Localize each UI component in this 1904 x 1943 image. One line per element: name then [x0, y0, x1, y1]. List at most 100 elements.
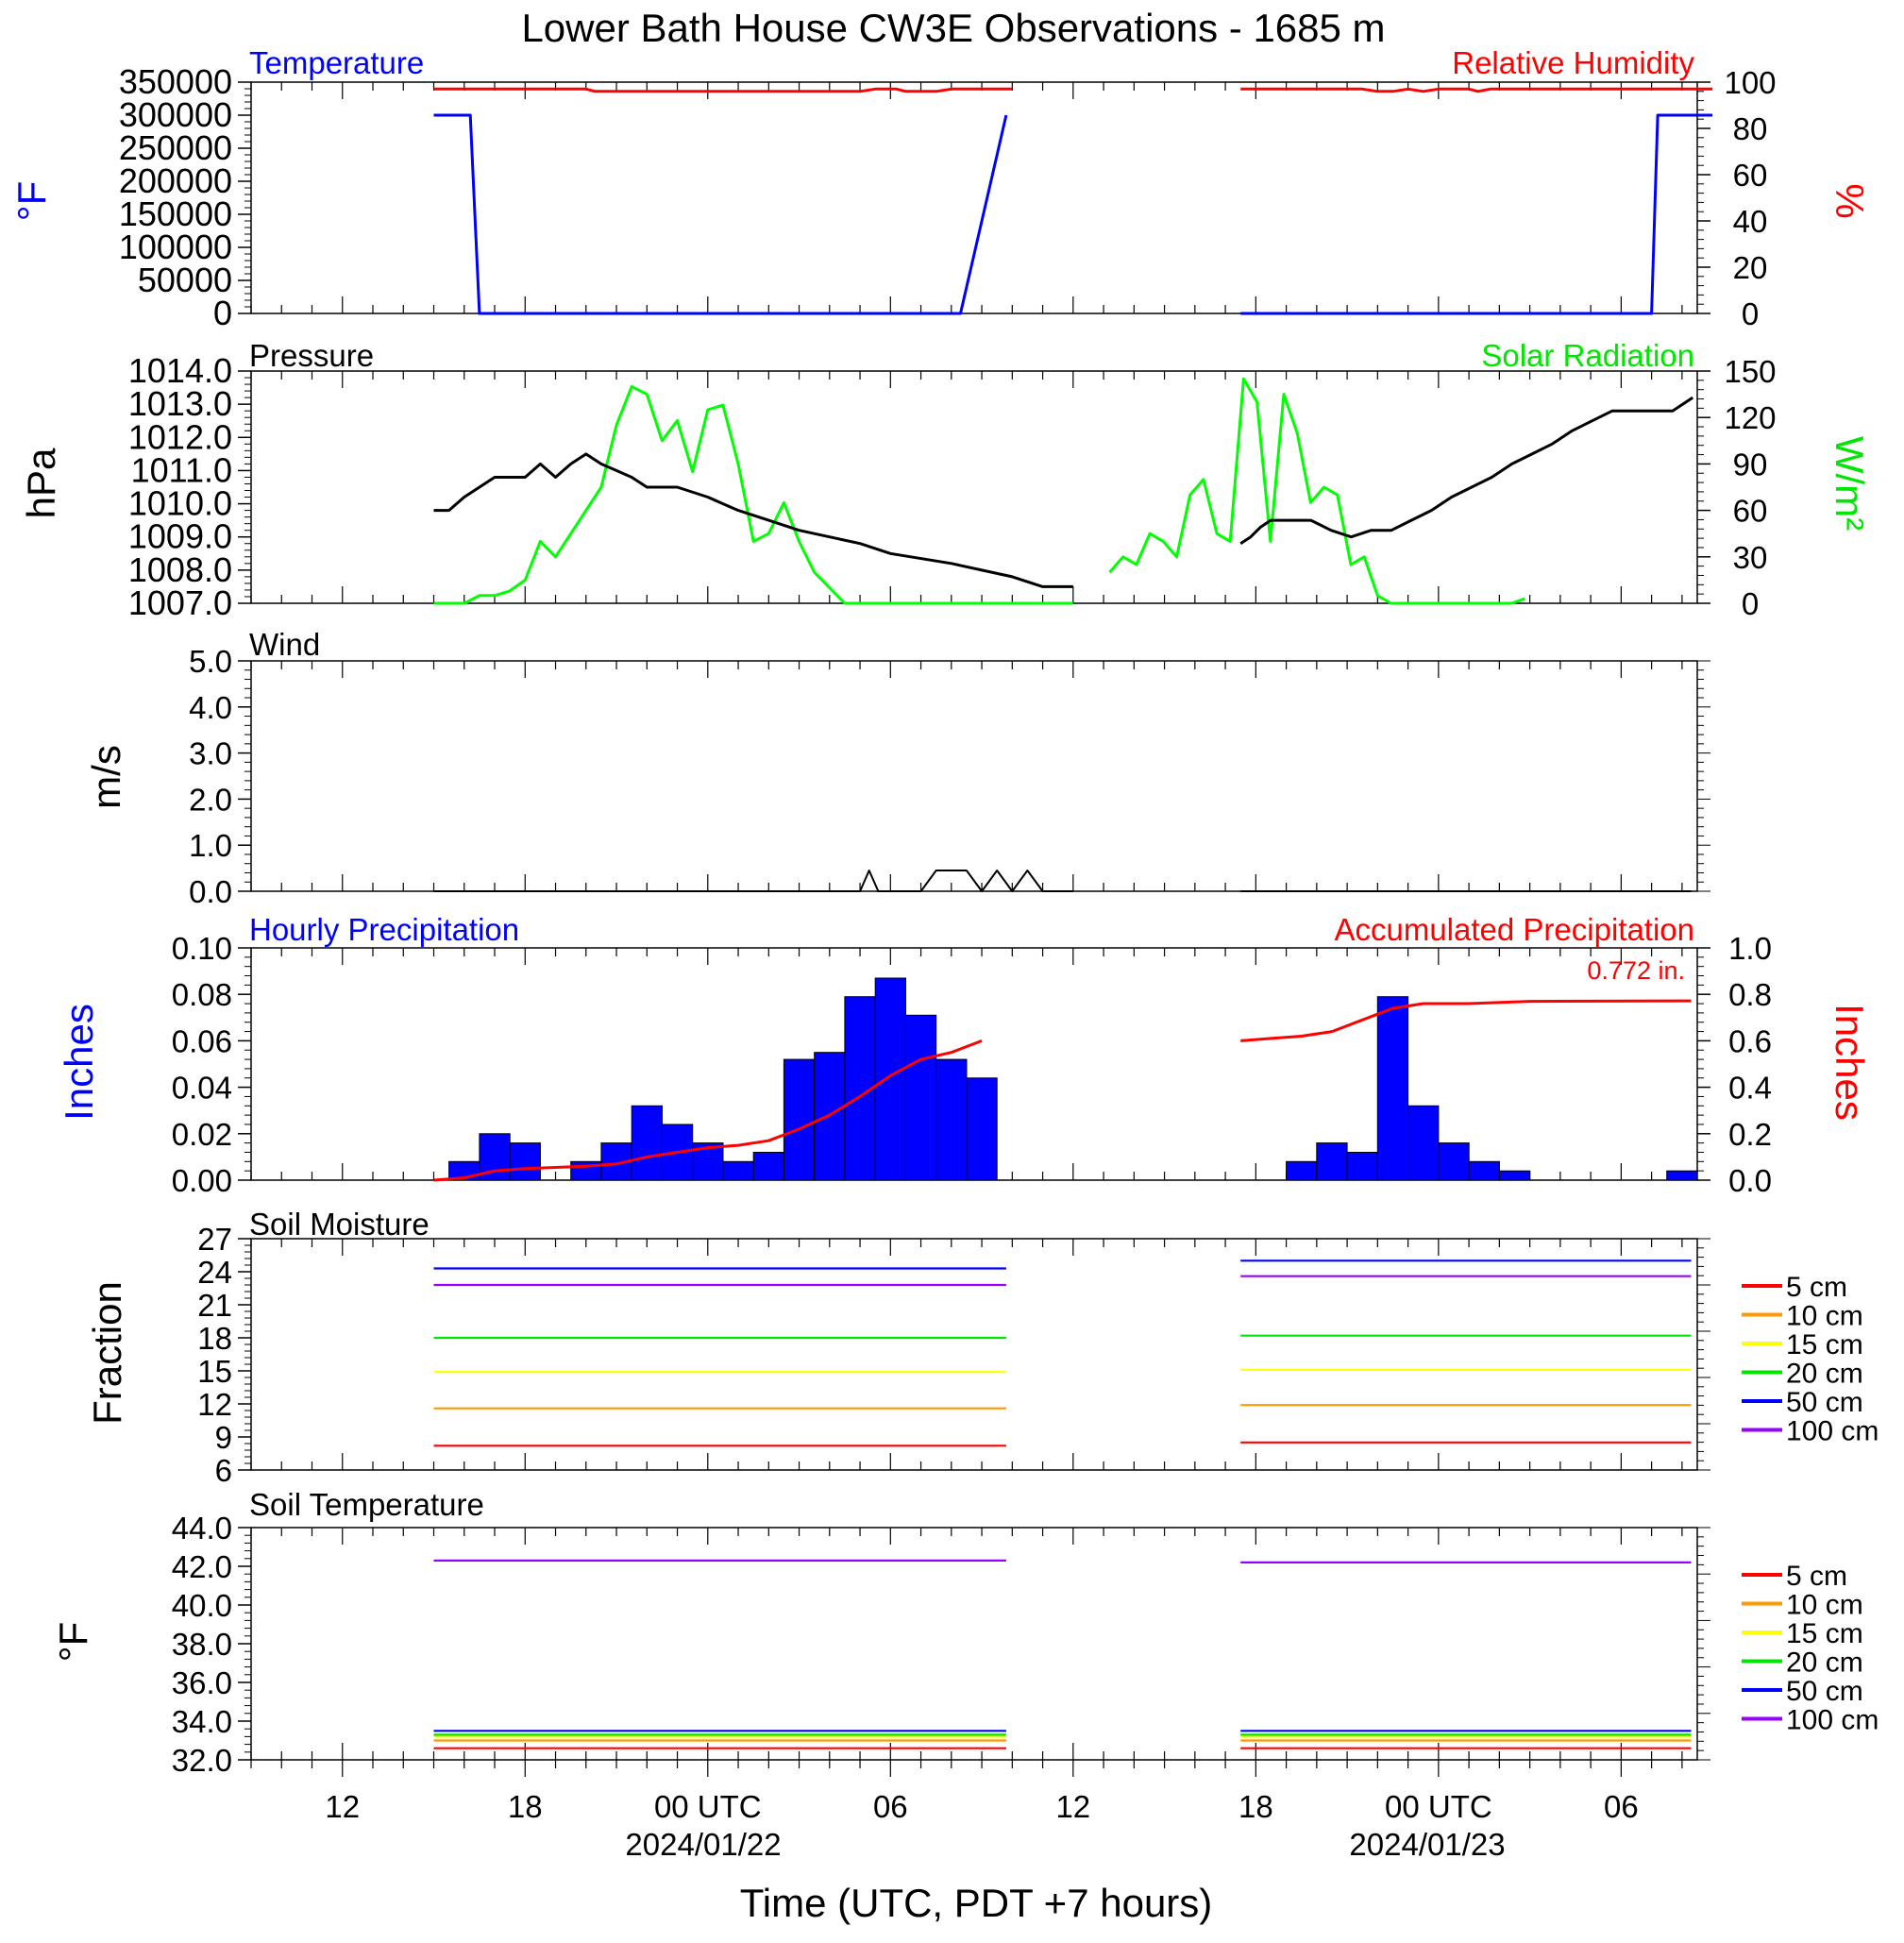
precip-left-unit-label: Inches — [57, 1004, 101, 1121]
soil-moisture-unit-label: Fraction — [85, 1281, 129, 1425]
soil_moisture-left-tick-label: 24 — [197, 1255, 232, 1290]
accumulated-precip-line — [1240, 999, 1692, 1042]
precip-right-tick-label: 0.6 — [1728, 1023, 1772, 1058]
temp_rh-left-tick-label: 0 — [213, 294, 232, 332]
pressure_solar-left-tick-label: 1012.0 — [128, 417, 232, 456]
soil-temp-title: Soil Temperature — [249, 1487, 484, 1522]
date-label-1: 2024/01/22 — [625, 1827, 781, 1862]
rh-unit-label: % — [1828, 183, 1872, 218]
precip-right-tick-label: 0.8 — [1728, 977, 1772, 1012]
pressure_solar-right-tick-label: 30 — [1733, 540, 1768, 575]
accumulated-precip-line — [433, 1039, 983, 1182]
x-axis-tick-label: 06 — [873, 1789, 908, 1824]
pressure_solar-left-tick-label: 1011.0 — [131, 450, 232, 489]
x-axis-tick-label: 06 — [1604, 1789, 1639, 1824]
soil_temp-left-tick-label: 32.0 — [172, 1743, 232, 1778]
date-label-2: 2024/01/23 — [1349, 1827, 1505, 1862]
solar-series-line — [1108, 377, 1525, 605]
soil-temp-unit-label: °F — [51, 1622, 95, 1662]
solar-series-line — [433, 384, 1073, 605]
chart-title: Lower Bath House CW3E Observations - 168… — [521, 6, 1385, 50]
pressure_solar-left-tick-label: 1014.0 — [128, 351, 232, 390]
solar-unit-label: W/m² — [1828, 436, 1872, 531]
x-axis-tick-label: 12 — [325, 1789, 360, 1824]
accum-precip-title: Accumulated Precipitation — [1334, 912, 1694, 947]
x-axis-tick-label: 18 — [1238, 1789, 1273, 1824]
precip-bar — [904, 1014, 937, 1181]
x-axis-tick-label: 00 UTC — [1385, 1789, 1492, 1824]
soil_moisture-left-tick-label: 15 — [197, 1354, 232, 1389]
pressure_solar-left-tick-label: 1007.0 — [128, 583, 232, 622]
precip-bar — [1666, 1170, 1698, 1181]
precip-bar — [509, 1142, 541, 1181]
pressure-title: Pressure — [249, 338, 374, 373]
panel-labels: Temperature Relative Humidity Pressure S… — [249, 45, 1694, 1522]
soil_temp-left-tick-label: 44.0 — [172, 1511, 232, 1546]
temp_rh-left-tick-label: 250000 — [119, 128, 232, 167]
pressure-series-line — [1239, 396, 1694, 545]
precip-bar — [1498, 1170, 1531, 1181]
unit-labels: °F % hPa W/m² m/s Inches Inches Fraction… — [9, 181, 1872, 1662]
soil-moisture-legend-label: 15 cm — [1786, 1329, 1863, 1360]
temperature-series-line — [1240, 113, 1713, 315]
precip-bar — [1376, 996, 1409, 1181]
wind-left-tick-label: 4.0 — [189, 690, 232, 725]
soil_temp-left-tick-label: 42.0 — [172, 1549, 232, 1584]
wind-left-tick-label: 5.0 — [189, 644, 232, 679]
precip-left-tick-label: 0.06 — [172, 1023, 232, 1058]
precip-right-tick-label: 0.2 — [1728, 1117, 1772, 1152]
precip-bar — [1468, 1160, 1500, 1181]
precip-bar — [966, 1077, 998, 1181]
precip-left-tick-label: 0.08 — [172, 977, 232, 1012]
soil-temp-legend-label: 50 cm — [1786, 1676, 1863, 1707]
soil_moisture-left-tick-label: 6 — [215, 1453, 232, 1488]
soil_temp-left-tick-label: 40.0 — [172, 1588, 232, 1623]
temp_rh-left-tick-label: 50000 — [138, 261, 232, 299]
temp_rh-right-tick-label: 100 — [1724, 65, 1776, 100]
x-axis-title: Time (UTC, PDT +7 hours) — [740, 1881, 1213, 1925]
soil_moisture-left-tick-label: 21 — [197, 1288, 232, 1323]
precip-bar — [935, 1058, 968, 1181]
soil-moisture-legend-label: 50 cm — [1786, 1387, 1863, 1418]
precip-left-tick-label: 0.00 — [172, 1163, 232, 1198]
precip-bar — [1316, 1142, 1348, 1181]
pressure_solar-left-tick-label: 1008.0 — [128, 550, 232, 589]
pressure_solar-left-tick-label: 1010.0 — [128, 484, 232, 523]
x-axis-tick-label: 00 UTC — [654, 1789, 762, 1824]
temp_rh-left-tick-label: 100000 — [119, 228, 232, 266]
precip-bar — [874, 977, 907, 1181]
temp_rh-right-tick-label: 40 — [1733, 204, 1768, 239]
soil_temp-left-tick-label: 38.0 — [172, 1627, 232, 1662]
soil-moisture-legend-label: 5 cm — [1786, 1272, 1847, 1303]
temp_rh-left-tick-label: 200000 — [119, 161, 232, 200]
wind-left-tick-label: 1.0 — [189, 828, 232, 863]
precip-bar — [722, 1160, 754, 1181]
hourly-precip-title: Hourly Precipitation — [249, 912, 519, 947]
soil-moisture-legend-label: 10 cm — [1786, 1301, 1863, 1332]
pressure-series-line — [433, 452, 1073, 588]
temp_rh-right-tick-label: 60 — [1733, 158, 1768, 193]
soil_moisture-left-tick-label: 27 — [197, 1222, 232, 1257]
soil-temp-legend-label: 15 cm — [1786, 1618, 1863, 1649]
soil_moisture-frame — [250, 1238, 1698, 1471]
temp-unit-label: °F — [9, 181, 54, 221]
temp_rh-left-tick-label: 150000 — [119, 194, 232, 233]
temp_rh-right-tick-label: 0 — [1742, 296, 1759, 331]
precip-bar — [1346, 1152, 1378, 1181]
soil_moisture-left-tick-label: 9 — [215, 1420, 232, 1455]
precip-bar — [783, 1058, 816, 1181]
pressure-unit-label: hPa — [19, 448, 63, 518]
pressure_solar-right-tick-label: 0 — [1742, 586, 1759, 621]
x-axis-labels: Time (UTC, PDT +7 hours) 2024/01/22 2024… — [625, 1827, 1505, 1925]
soil_moisture-left-tick-label: 18 — [197, 1321, 232, 1356]
x-axis-tick-label: 18 — [508, 1789, 543, 1824]
temp_rh-right-tick-label: 80 — [1733, 111, 1768, 146]
wind-unit-label: m/s — [84, 745, 128, 809]
soil-moisture-legend-label: 20 cm — [1786, 1359, 1863, 1390]
soil-temp-legend-label: 20 cm — [1786, 1647, 1863, 1679]
precip-bar — [752, 1152, 785, 1181]
temperature-title: Temperature — [249, 45, 424, 80]
temp_rh-frame — [250, 81, 1698, 314]
wind-title: Wind — [249, 627, 320, 662]
